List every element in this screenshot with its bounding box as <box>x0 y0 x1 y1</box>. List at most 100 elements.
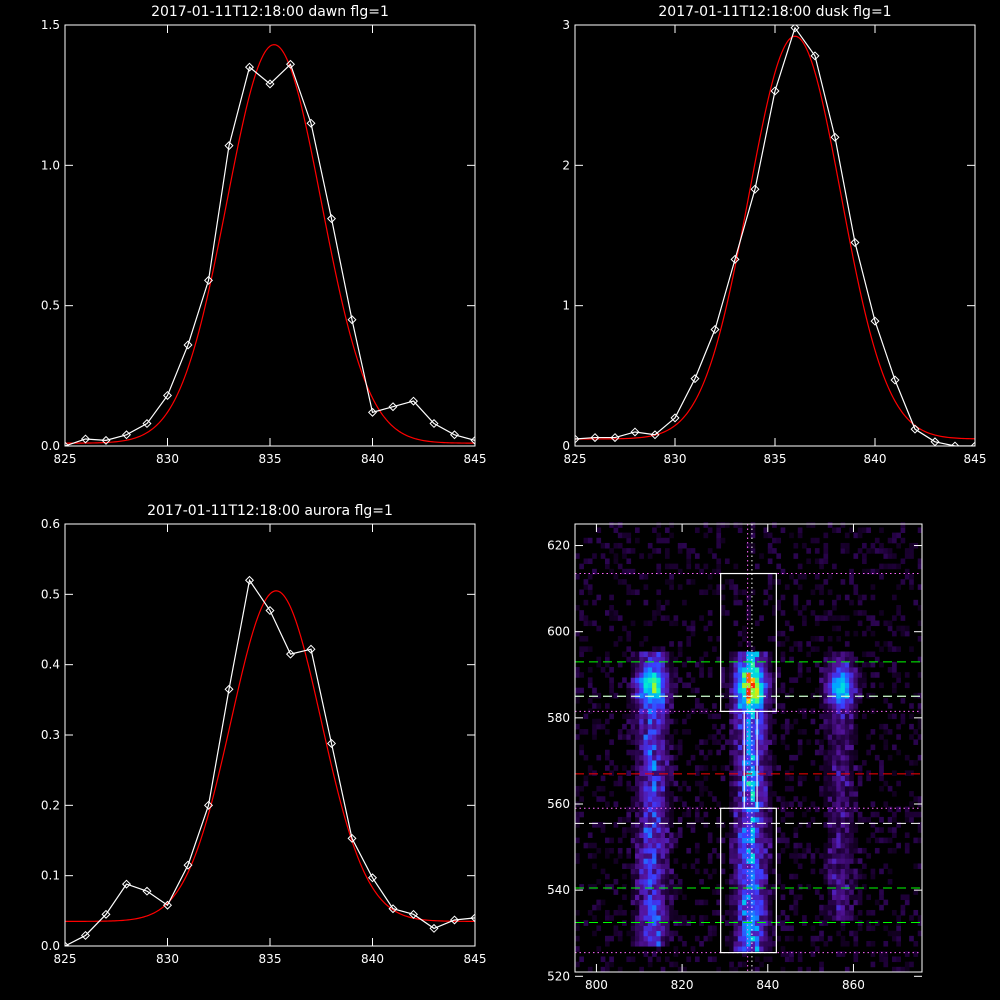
data-point-marker <box>80 930 91 940</box>
data-point-marker <box>710 325 720 335</box>
y-tick-label: 600 <box>547 625 570 639</box>
data-point-marker <box>408 396 419 406</box>
data-point-marker <box>347 315 357 325</box>
data-point-marker <box>388 904 398 914</box>
data-point-marker <box>80 434 91 444</box>
data-point-marker <box>326 738 337 748</box>
data-point-marker <box>470 913 475 923</box>
x-tick-label: 830 <box>156 952 179 966</box>
data-point-marker <box>810 51 820 61</box>
data-point-marker <box>121 430 132 440</box>
data-point-marker <box>203 800 214 810</box>
data-point-marker <box>224 141 234 151</box>
y-tick-label: 620 <box>547 539 570 553</box>
data-point-marker <box>265 606 275 616</box>
data-point-marker <box>326 214 337 224</box>
y-tick-label: 0.4 <box>41 658 60 672</box>
data-point-marker <box>575 434 580 444</box>
plot-title: 2017-01-11T12:18:00 aurora flg=1 <box>147 503 393 519</box>
data-point-marker <box>750 184 760 194</box>
x-tick-label: 825 <box>54 452 77 466</box>
data-point-marker <box>630 427 640 437</box>
data-point-marker <box>449 430 460 440</box>
x-tick-label: 840 <box>361 952 384 966</box>
data-line <box>575 26 975 446</box>
data-point-marker <box>101 909 111 919</box>
data-point-marker <box>203 275 214 285</box>
gaussian-fit-line <box>65 590 475 922</box>
data-point-marker <box>162 900 173 910</box>
data-point-marker <box>367 873 378 883</box>
y-tick-label: 0.3 <box>41 728 60 742</box>
data-point-marker <box>121 879 132 889</box>
data-point-marker <box>101 435 111 445</box>
data-point-marker <box>142 886 152 896</box>
data-point-marker <box>730 254 740 264</box>
data-point-marker <box>142 419 152 429</box>
y-tick-label: 1.0 <box>41 158 60 172</box>
data-line <box>65 578 475 946</box>
data-point-marker <box>790 25 800 33</box>
data-point-marker <box>408 909 419 919</box>
data-line <box>65 63 475 446</box>
x-tick-label: 840 <box>756 978 779 992</box>
x-tick-label: 835 <box>259 952 282 966</box>
data-point-marker <box>470 435 475 445</box>
dusk-line-plot: 825 830 835 840 845 0 1 2 3 2017-01-11T12:18:00 d… <box>562 4 986 466</box>
x-tick-label: 825 <box>564 452 587 466</box>
x-tick-label: 825 <box>54 952 77 966</box>
data-point-marker <box>690 374 700 384</box>
x-tick-label: 845 <box>464 952 487 966</box>
data-point-marker <box>890 375 900 385</box>
data-point-marker <box>65 441 70 446</box>
x-tick-label: 830 <box>664 452 687 466</box>
y-tick-label: 1 <box>562 299 570 313</box>
data-point-marker <box>285 59 296 69</box>
y-tick-label: 0.0 <box>41 939 60 953</box>
data-point-marker <box>367 407 378 417</box>
data-point-marker <box>224 684 234 694</box>
axes-frame <box>574 24 976 447</box>
data-point-marker <box>65 941 70 946</box>
data-point-marker <box>449 915 460 925</box>
data-point-marker <box>306 644 316 654</box>
data-point-marker <box>183 860 193 870</box>
x-tick-label: 860 <box>842 978 865 992</box>
data-point-marker <box>429 923 439 933</box>
data-point-marker <box>770 86 780 96</box>
data-point-marker <box>910 424 920 434</box>
x-tick-label: 845 <box>964 452 987 466</box>
y-tick-label: 0.6 <box>41 517 60 531</box>
y-tick-label: 540 <box>547 883 570 897</box>
y-tick-label: 580 <box>547 711 570 725</box>
x-tick-label: 840 <box>864 452 887 466</box>
x-tick-label: 835 <box>764 452 787 466</box>
data-point-marker <box>970 441 975 446</box>
data-point-marker <box>870 316 880 326</box>
data-point-marker <box>850 238 860 248</box>
data-point-marker <box>347 833 357 843</box>
y-tick-label: 0.2 <box>41 798 60 812</box>
gaussian-fit-line <box>65 44 475 444</box>
data-point-marker <box>830 132 840 142</box>
x-tick-label: 840 <box>361 452 384 466</box>
y-tick-label: 0.1 <box>41 869 60 883</box>
heatmap-cells <box>575 522 923 973</box>
data-point-marker <box>590 433 600 443</box>
data-point-marker <box>265 79 275 89</box>
gaussian-fit-line <box>575 35 975 440</box>
y-tick-label: 520 <box>547 969 570 983</box>
y-tick-label: 0.5 <box>41 587 60 601</box>
y-tick-label: 1.5 <box>41 18 60 32</box>
region-box <box>720 807 777 954</box>
x-tick-label: 845 <box>464 452 487 466</box>
y-tick-label: 560 <box>547 797 570 811</box>
y-tick-label: 3 <box>562 18 570 32</box>
spectrum-heatmap: 800 820 840 860 520 540 560 580 600 620 <box>547 522 923 992</box>
data-point-marker <box>162 390 173 400</box>
y-tick-label: 0.0 <box>41 439 60 453</box>
data-point-marker <box>429 419 439 429</box>
data-point-marker <box>388 402 398 412</box>
data-point-marker <box>306 118 316 128</box>
